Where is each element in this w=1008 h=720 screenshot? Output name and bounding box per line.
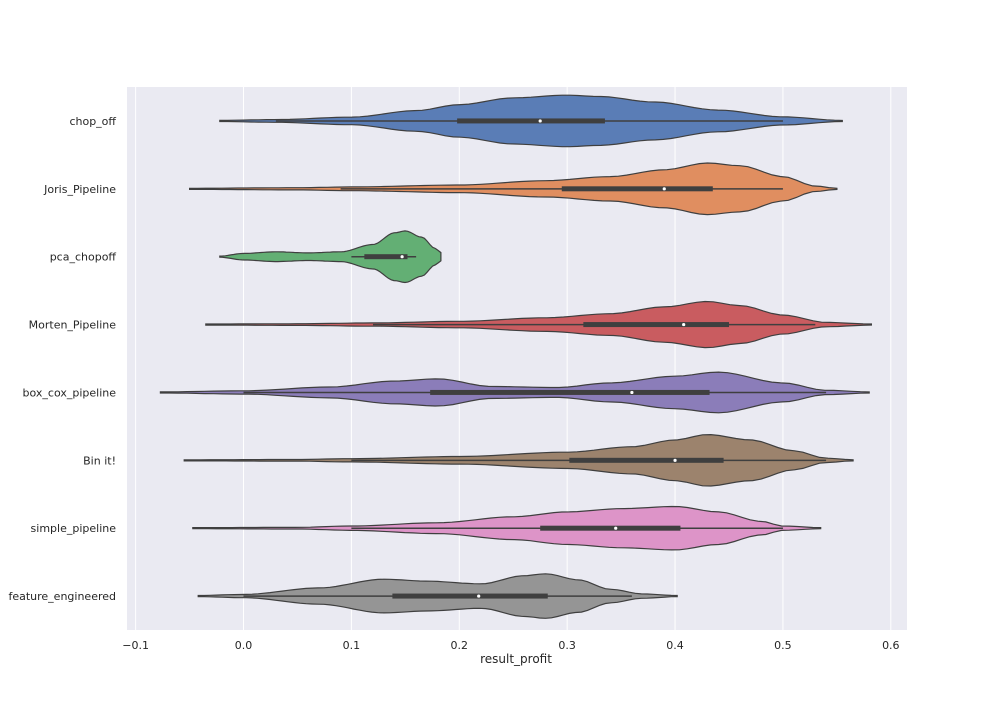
y-tick-label: Morten_Pipeline	[29, 319, 117, 332]
violin	[219, 94, 843, 148]
violin-iqr-box	[457, 118, 605, 124]
y-tick-label: simple_pipeline	[31, 522, 117, 535]
x-tick-labels: −0.1 0.0 0.1 0.2 0.3 0.4 0.5 0.6	[122, 639, 899, 652]
x-tick-label: 0.1	[343, 639, 361, 652]
y-tick-labels: chop_off Joris_Pipeline pca_chopoff Morten_…	[8, 115, 116, 603]
violin	[192, 505, 822, 551]
violins	[159, 94, 872, 619]
violin-iqr-box	[364, 254, 408, 260]
x-tick-label: 0.6	[882, 639, 900, 652]
violin-iqr-box	[430, 389, 710, 395]
violin-median	[630, 390, 634, 395]
y-tick-label: Joris_Pipeline	[43, 183, 116, 196]
y-tick-label: pca_chopoff	[50, 251, 117, 264]
y-tick-label: box_cox_pipeline	[23, 386, 117, 399]
violin-iqr-box	[569, 457, 724, 463]
violin	[159, 371, 870, 414]
violin	[189, 162, 838, 216]
x-axis-label: result_profit	[480, 652, 552, 666]
grid-lines	[135, 87, 892, 630]
violin	[197, 573, 678, 619]
violin	[219, 230, 442, 284]
violin	[183, 433, 854, 487]
violin-iqr-box	[583, 322, 729, 328]
violin-iqr-box	[561, 186, 713, 192]
violin-median	[538, 119, 542, 123]
violin-median	[614, 526, 618, 530]
y-tick-label: chop_off	[69, 115, 116, 128]
violin-median	[673, 458, 677, 462]
x-tick-label: −0.1	[122, 639, 149, 652]
violin-median	[400, 255, 404, 259]
x-tick-label: 0.4	[666, 639, 684, 652]
y-tick-label: Bin it!	[83, 454, 116, 467]
x-tick-label: 0.3	[558, 639, 576, 652]
violin-median	[662, 187, 666, 191]
violin-iqr-box	[540, 525, 681, 531]
x-tick-label: 0.5	[774, 639, 792, 652]
violin	[205, 300, 872, 349]
violin-median	[682, 322, 686, 327]
violin-body	[219, 230, 442, 284]
y-tick-label: feature_engineered	[8, 590, 116, 603]
x-tick-label: 0.2	[451, 639, 469, 652]
violin-iqr-box	[392, 593, 548, 599]
x-tick-label: 0.0	[235, 639, 253, 652]
violin-median	[477, 594, 481, 598]
